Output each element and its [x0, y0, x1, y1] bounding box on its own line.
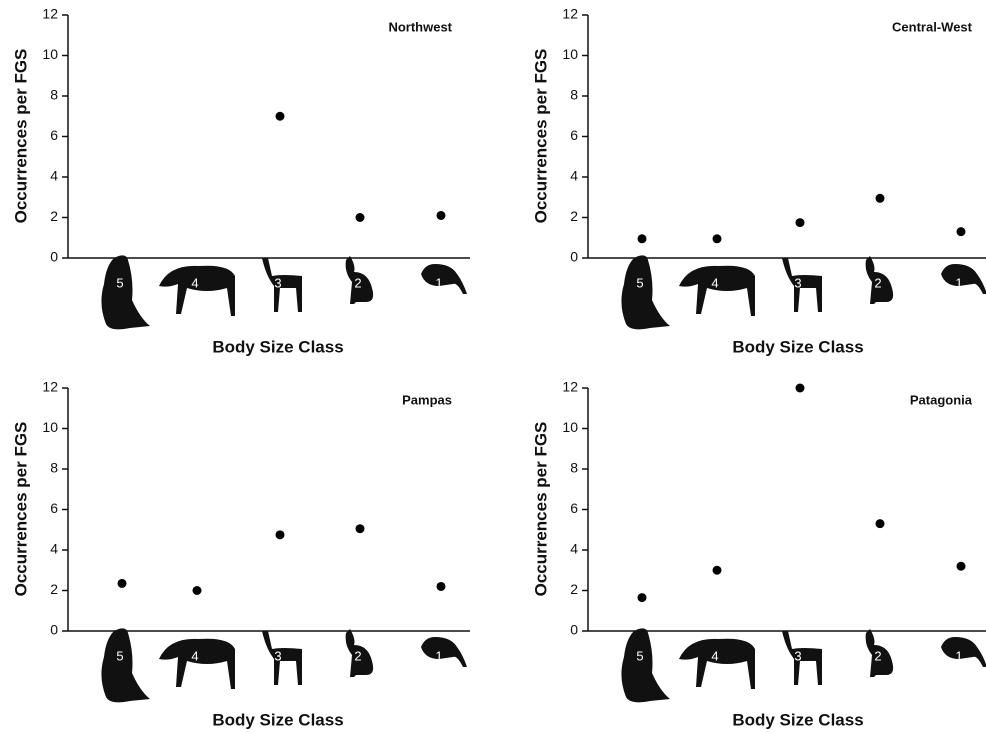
animal-silhouette [262, 631, 302, 685]
y-tick-label: 2 [50, 581, 58, 597]
y-tick-label: 10 [42, 419, 58, 435]
y-tick-label: 2 [50, 208, 58, 224]
data-point [276, 112, 285, 121]
panel-title: Central-West [892, 19, 973, 34]
y-tick-label: 12 [562, 379, 578, 395]
x-tick-label: 4 [711, 648, 718, 663]
data-point [957, 227, 966, 236]
animal-silhouette [679, 266, 755, 316]
x-axis-label: Body Size Class [732, 710, 863, 729]
x-tick-label: 2 [874, 275, 881, 290]
y-tick-label: 12 [562, 6, 578, 22]
y-axis-label: Occurrences per FGS [531, 422, 550, 597]
animal-silhouette [262, 258, 302, 312]
x-tick-label: 3 [274, 275, 281, 290]
x-tick-label: 4 [191, 275, 198, 290]
data-point [876, 519, 885, 528]
y-tick-label: 0 [50, 249, 58, 265]
data-point [193, 586, 202, 595]
y-tick-label: 12 [42, 6, 58, 22]
data-point [356, 524, 365, 533]
x-tick-label: 5 [636, 648, 643, 663]
x-axis-label: Body Size Class [732, 337, 863, 356]
x-tick-label: 1 [955, 648, 962, 663]
data-point [957, 562, 966, 571]
data-point [876, 194, 885, 203]
panel-title: Patagonia [910, 392, 973, 407]
data-point [713, 234, 722, 243]
data-point [437, 211, 446, 220]
y-tick-label: 12 [42, 379, 58, 395]
chart: 024681012Occurrences per FGSBody Size Cl… [0, 0, 986, 733]
animal-silhouette [421, 637, 467, 667]
data-point [796, 384, 805, 393]
y-tick-label: 6 [570, 500, 578, 516]
animal-silhouette [679, 639, 755, 689]
data-point [638, 593, 647, 602]
animal-silhouette [621, 628, 670, 702]
x-tick-label: 3 [794, 648, 801, 663]
y-tick-label: 2 [570, 581, 578, 597]
animal-silhouette [941, 637, 986, 667]
y-tick-label: 8 [50, 87, 58, 103]
data-point [638, 234, 647, 243]
x-tick-label: 4 [711, 275, 718, 290]
x-tick-label: 2 [874, 648, 881, 663]
animal-silhouette [941, 264, 986, 294]
x-tick-label: 1 [435, 648, 442, 663]
panel-title: Northwest [388, 19, 452, 34]
y-tick-label: 4 [50, 168, 58, 184]
data-point [276, 530, 285, 539]
animal-silhouette [421, 264, 467, 294]
y-tick-label: 10 [562, 419, 578, 435]
x-tick-label: 2 [354, 275, 361, 290]
panel-title: Pampas [402, 392, 452, 407]
y-axis-label: Occurrences per FGS [531, 49, 550, 224]
y-tick-label: 4 [50, 541, 58, 557]
animal-silhouette [101, 628, 150, 702]
y-tick-label: 8 [570, 87, 578, 103]
y-tick-label: 6 [50, 500, 58, 516]
x-axis-label: Body Size Class [212, 710, 343, 729]
animal-silhouette [101, 255, 150, 329]
animal-silhouette [621, 255, 670, 329]
animal-silhouette [159, 639, 235, 689]
y-tick-label: 6 [50, 127, 58, 143]
data-point [118, 579, 127, 588]
y-axis-label: Occurrences per FGS [11, 49, 30, 224]
data-point [356, 213, 365, 222]
animal-silhouette [159, 266, 235, 316]
y-tick-label: 4 [570, 168, 578, 184]
x-tick-label: 1 [955, 275, 962, 290]
x-tick-label: 5 [116, 648, 123, 663]
x-axis-label: Body Size Class [212, 337, 343, 356]
x-tick-label: 3 [274, 648, 281, 663]
y-tick-label: 0 [570, 622, 578, 638]
x-tick-label: 1 [435, 275, 442, 290]
y-tick-label: 10 [42, 46, 58, 62]
data-point [713, 566, 722, 575]
y-tick-label: 4 [570, 541, 578, 557]
x-tick-label: 2 [354, 648, 361, 663]
data-point [437, 582, 446, 591]
y-tick-label: 0 [570, 249, 578, 265]
x-tick-label: 3 [794, 275, 801, 290]
y-tick-label: 10 [562, 46, 578, 62]
y-tick-label: 2 [570, 208, 578, 224]
x-tick-label: 4 [191, 648, 198, 663]
x-tick-label: 5 [636, 275, 643, 290]
animal-silhouette [782, 631, 822, 685]
y-tick-label: 8 [50, 460, 58, 476]
y-tick-label: 6 [570, 127, 578, 143]
x-tick-label: 5 [116, 275, 123, 290]
y-axis-label: Occurrences per FGS [11, 422, 30, 597]
y-tick-label: 8 [570, 460, 578, 476]
animal-silhouette [782, 258, 822, 312]
y-tick-label: 0 [50, 622, 58, 638]
data-point [796, 218, 805, 227]
